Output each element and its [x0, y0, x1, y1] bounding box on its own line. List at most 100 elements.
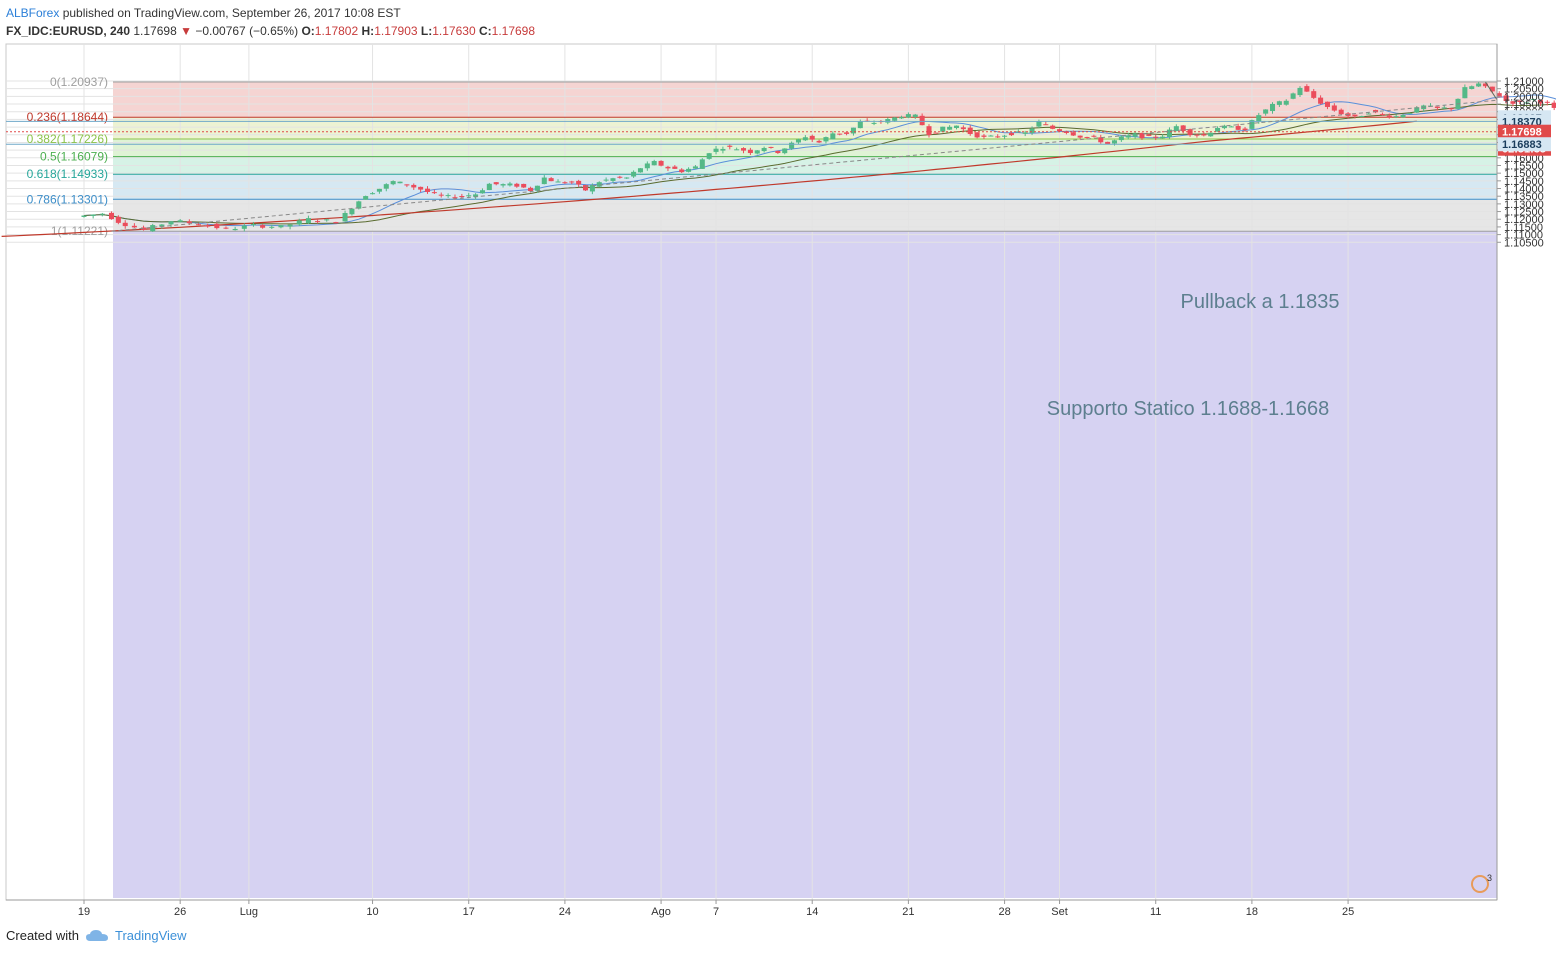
- candle-body: [1393, 116, 1399, 118]
- candle-body: [562, 182, 568, 184]
- y-tick-label: 1.11500: [1504, 222, 1543, 234]
- candle-body: [596, 182, 602, 187]
- candle-body: [603, 179, 609, 181]
- candle-body: [686, 168, 692, 172]
- candle-body: [1304, 86, 1310, 92]
- candle-body: [1008, 133, 1014, 136]
- low-value: 1.17630: [432, 24, 476, 38]
- candle-body: [1407, 113, 1413, 115]
- price-tag: [1498, 137, 1551, 152]
- candle-body: [1180, 125, 1186, 132]
- candle-body: [438, 194, 444, 196]
- candle-body: [768, 146, 774, 148]
- candle-body: [356, 201, 362, 209]
- candle-body: [1022, 132, 1028, 134]
- candle-body: [479, 190, 485, 194]
- candle-body: [899, 117, 905, 119]
- candle-body: [1338, 109, 1344, 115]
- published-text: published on TradingView.com, September …: [62, 6, 401, 20]
- candle-body: [1166, 129, 1172, 137]
- candle-body: [90, 214, 96, 216]
- high-value: 1.17903: [374, 24, 418, 38]
- candle-body: [1324, 101, 1330, 107]
- candle-body: [241, 225, 247, 229]
- candle-body: [1215, 127, 1221, 132]
- fib-zone: [113, 174, 1497, 200]
- candle-body: [296, 220, 302, 225]
- x-tick-label: 19: [78, 906, 90, 918]
- candle-body: [837, 133, 843, 135]
- candle-body: [1256, 115, 1262, 122]
- candle-body: [576, 180, 582, 185]
- candle-body: [108, 212, 114, 220]
- candle-body: [1091, 135, 1097, 137]
- candle-body: [424, 188, 431, 192]
- candle-body: [177, 220, 183, 222]
- candle-body: [459, 195, 465, 197]
- candle-body: [1084, 136, 1090, 138]
- candle-body: [1414, 107, 1420, 113]
- y-tick-label: 1.12000: [1504, 214, 1544, 226]
- candle-body: [926, 126, 932, 136]
- candle-body: [947, 126, 953, 130]
- x-tick-label: 28: [998, 906, 1010, 918]
- drawings: Pullback a 1.1835 Supporto Statico 1.1688…: [6, 81, 1498, 420]
- candle-body: [823, 137, 829, 142]
- y-tick-label: 1.20000: [1504, 91, 1544, 103]
- candle-body: [830, 133, 836, 140]
- candle-body: [1263, 109, 1269, 114]
- candle-body: [1276, 101, 1282, 105]
- y-tick-label: 1.16000: [1504, 153, 1544, 165]
- tradingview-link[interactable]: TradingView: [114, 928, 187, 943]
- candle-body: [287, 224, 293, 227]
- candle-body: [967, 127, 973, 134]
- candle-body: [1489, 86, 1495, 92]
- candle-body: [672, 166, 678, 169]
- candle-body: [727, 145, 733, 147]
- candle-body: [782, 148, 788, 154]
- created-with-label: Created with: [6, 928, 79, 943]
- candle-body: [651, 161, 657, 166]
- candle-body: [885, 119, 891, 123]
- x-tick-label: 26: [174, 906, 186, 918]
- candle-body: [99, 213, 105, 215]
- symbol-label: FX_IDC:EURUSD, 240: [6, 24, 131, 38]
- candle-body: [1249, 120, 1255, 129]
- candle-body: [333, 222, 339, 224]
- candle-body: [1469, 86, 1475, 89]
- candle-body: [168, 221, 174, 225]
- ohlc-line: FX_IDC:EURUSD, 240 1.17698 ▼ −0.00767 (−…: [6, 22, 535, 40]
- candle-body: [816, 140, 822, 143]
- candle-body: [1194, 134, 1200, 136]
- candle-body: [269, 226, 275, 228]
- publisher-link[interactable]: ALBForex: [6, 6, 60, 20]
- candle-body: [1359, 116, 1365, 118]
- down-arrow-icon: ▼: [180, 24, 192, 38]
- candle-body: [850, 127, 856, 134]
- candle-body: [159, 224, 165, 227]
- candle-body: [1400, 114, 1406, 118]
- candle-body: [1063, 131, 1069, 133]
- candle-body: [232, 228, 238, 231]
- candle-body: [1496, 93, 1502, 98]
- support-annotation: Supporto Statico 1.1688-1.1668: [1047, 398, 1329, 420]
- candle-body: [186, 221, 192, 224]
- candle-body: [1524, 102, 1530, 104]
- fib-label: 1(1.11221): [51, 224, 108, 238]
- candle-body: [214, 223, 220, 229]
- candle-body: [500, 184, 506, 186]
- candle-body: [548, 178, 554, 182]
- candle-body: [871, 122, 877, 124]
- candle-body: [473, 194, 479, 197]
- y-tick-label: 1.20500: [1504, 84, 1544, 96]
- x-tick-label: 11: [1150, 906, 1161, 918]
- candle-body: [582, 185, 589, 191]
- candle-body: [919, 115, 925, 126]
- price-tag-label: 1.18370: [1502, 116, 1542, 128]
- fib-zones: [5, 43, 1498, 901]
- candle-body: [1077, 135, 1083, 138]
- candle-body: [1036, 121, 1042, 127]
- candle-body: [789, 142, 795, 149]
- candle-body: [761, 147, 767, 152]
